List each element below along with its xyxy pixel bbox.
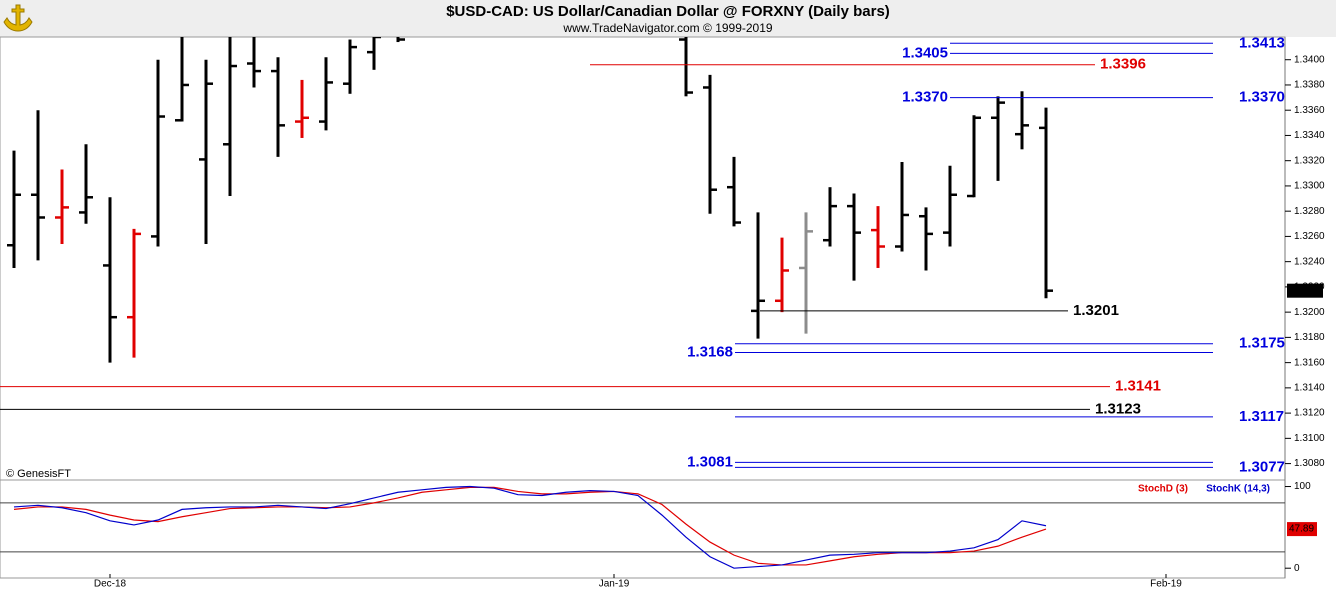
y-tick-label: 1.3340 xyxy=(1294,130,1325,141)
level-label: 1.3405 xyxy=(902,44,948,61)
x-tick-label: Jan-19 xyxy=(599,579,630,590)
level-label: 1.3370 xyxy=(902,89,948,106)
y-tick-label: 1.3240 xyxy=(1294,256,1325,267)
y-tick-label: 1.3260 xyxy=(1294,231,1325,242)
y-tick-label: 1.3140 xyxy=(1294,383,1325,394)
y-tick-label: 1.3160 xyxy=(1294,357,1325,368)
last-price-box xyxy=(1287,283,1323,298)
y-tick-label: 1.3280 xyxy=(1294,206,1325,217)
x-tick-label: Dec-18 xyxy=(94,579,127,590)
y-tick-label: 1.3200 xyxy=(1294,307,1325,318)
level-label: 1.3077 xyxy=(1239,458,1285,475)
y-tick-label: 1.3100 xyxy=(1294,433,1325,444)
level-label: 1.3117 xyxy=(1239,408,1284,425)
chart-title: $USD-CAD: US Dollar/Canadian Dollar @ FO… xyxy=(446,3,890,20)
stoch-line xyxy=(13,485,1047,569)
y-tick-label: 1.3400 xyxy=(1294,54,1325,65)
level-label: 1.3413 xyxy=(1239,34,1285,51)
level-label: 1.3175 xyxy=(1239,335,1285,352)
last-value-box xyxy=(1287,522,1317,537)
last-price-label: 1.3217 xyxy=(1290,285,1321,296)
y-tick-label: 1.3320 xyxy=(1294,155,1325,166)
overlay: 1.3080 1.3100 1.3120 1.3140 1.3160 1.3180 1.32… xyxy=(0,34,1325,590)
chart-subtitle: www.TradeNavigator.com © 1999-2019 xyxy=(562,21,772,35)
level-label: 1.3141 xyxy=(1115,378,1161,395)
level-label: 1.3201 xyxy=(1073,302,1119,319)
y-tick-label: 1.3080 xyxy=(1294,458,1325,469)
legend-label: StochK (14,3) xyxy=(1206,484,1270,495)
y-tick-label: 100 xyxy=(1294,481,1311,492)
x-tick-label: Feb-19 xyxy=(1150,579,1182,590)
last-value-label: 47.89 xyxy=(1289,524,1314,535)
y-tick-label: 1.3360 xyxy=(1294,105,1325,116)
stoch-panel xyxy=(0,479,1286,579)
stoch-line xyxy=(13,486,1047,566)
level-label: 1.3370 xyxy=(1239,89,1285,106)
legend-label: StochD (3) xyxy=(1138,484,1188,495)
level-label: 1.3123 xyxy=(1095,400,1141,417)
logo xyxy=(3,4,33,32)
price-plot xyxy=(7,37,1053,363)
y-tick-label: 1.3120 xyxy=(1294,408,1325,419)
y-tick-label: 0 xyxy=(1294,563,1300,574)
header-bar xyxy=(0,0,1336,37)
y-tick-label: 1.3180 xyxy=(1294,332,1325,343)
level-label: 1.3396 xyxy=(1100,56,1146,73)
y-tick-label: 1.3380 xyxy=(1294,80,1325,91)
level-label: 1.3168 xyxy=(687,343,733,360)
y-tick-label: 1.3300 xyxy=(1294,181,1325,192)
credit: © GenesisFT xyxy=(6,468,71,480)
price-panel xyxy=(0,36,1286,481)
level-label: 1.3081 xyxy=(687,453,733,470)
